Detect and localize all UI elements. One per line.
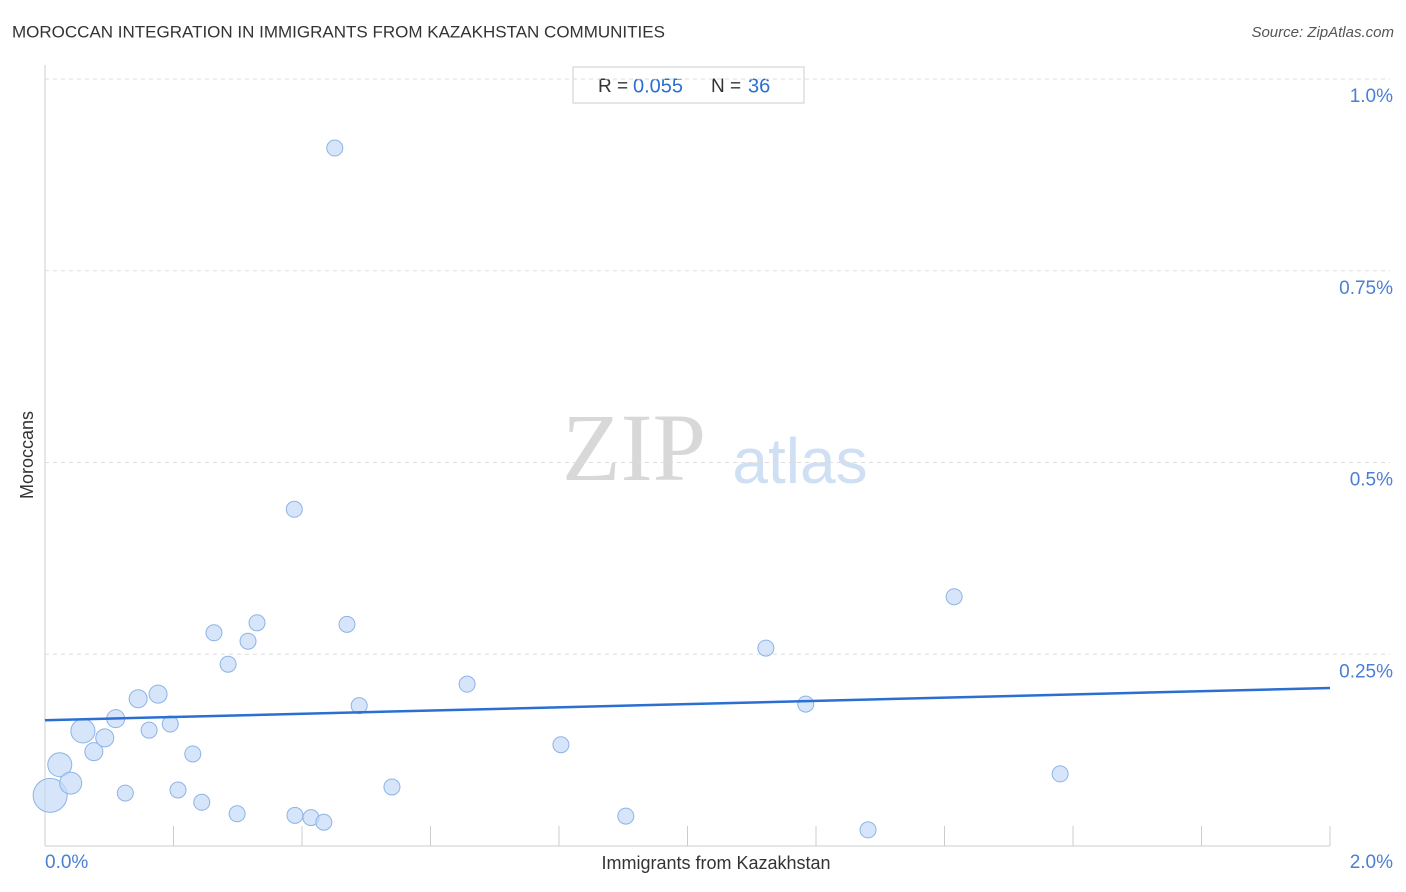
data-point [47, 752, 73, 778]
data-point [169, 781, 187, 799]
chart-title: MOROCCAN INTEGRATION IN IMMIGRANTS FROM … [12, 22, 665, 41]
data-point [383, 778, 401, 796]
trend-line [44, 686, 1331, 722]
data-point [617, 807, 635, 825]
data-point [945, 588, 963, 606]
data-point [228, 805, 246, 823]
data-point [84, 742, 104, 762]
data-point [95, 728, 115, 748]
y-axis-label: Moroccans [17, 411, 37, 499]
data-point [219, 655, 237, 673]
source: Source: ZipAtlas.com [1251, 24, 1394, 41]
watermark-zip: ZIP [562, 394, 706, 501]
data-point [859, 821, 877, 839]
data-point [148, 684, 168, 704]
x-tick-label: 0.0% [45, 852, 88, 873]
data-point [70, 718, 96, 744]
r-value: 0.055 [633, 75, 683, 97]
data-point [350, 697, 368, 715]
y-tick-label: 1.0% [1350, 86, 1393, 107]
data-point [285, 500, 303, 518]
y-tick-label: 0.75% [1339, 278, 1393, 299]
data-point [248, 614, 266, 632]
data-point [116, 784, 134, 802]
n-label: N = [711, 76, 741, 97]
data-point [184, 745, 202, 763]
stats-box [572, 66, 805, 104]
data-point [140, 721, 158, 739]
y-tick-label: 0.25% [1339, 661, 1393, 682]
data-point [239, 632, 257, 650]
data-point [757, 639, 775, 657]
data-point [128, 689, 148, 709]
data-point [205, 624, 223, 642]
y-tick-label: 0.5% [1350, 470, 1393, 491]
data-point [552, 736, 570, 754]
data-point [338, 615, 356, 633]
x-axis-label: Immigrants from Kazakhstan [601, 853, 830, 873]
data-point [797, 695, 815, 713]
data-point [315, 813, 333, 831]
data-point [59, 771, 83, 795]
data-point [193, 793, 211, 811]
data-point [458, 675, 476, 693]
watermark-atlas: atlas [732, 425, 867, 497]
data-point [286, 806, 304, 824]
data-point [326, 139, 344, 157]
data-point [32, 777, 68, 813]
data-point [1051, 765, 1069, 783]
x-tick-label: 2.0% [1350, 852, 1393, 873]
r-label: R = [598, 76, 628, 97]
n-value: 36 [748, 75, 770, 97]
